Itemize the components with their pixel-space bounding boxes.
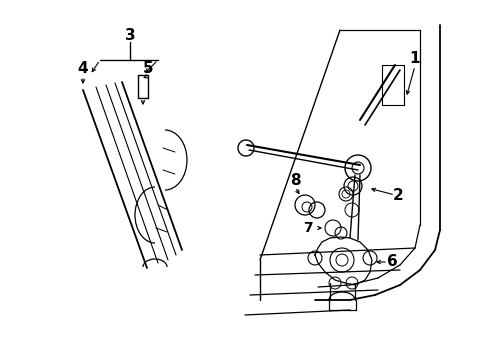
Text: 2: 2 xyxy=(392,188,403,202)
Text: 3: 3 xyxy=(124,27,135,42)
Text: 6: 6 xyxy=(386,255,397,270)
Text: 5: 5 xyxy=(142,60,153,76)
Text: 1: 1 xyxy=(409,50,419,66)
Text: 8: 8 xyxy=(289,172,300,188)
Text: 4: 4 xyxy=(78,60,88,76)
Text: 7: 7 xyxy=(303,221,312,235)
